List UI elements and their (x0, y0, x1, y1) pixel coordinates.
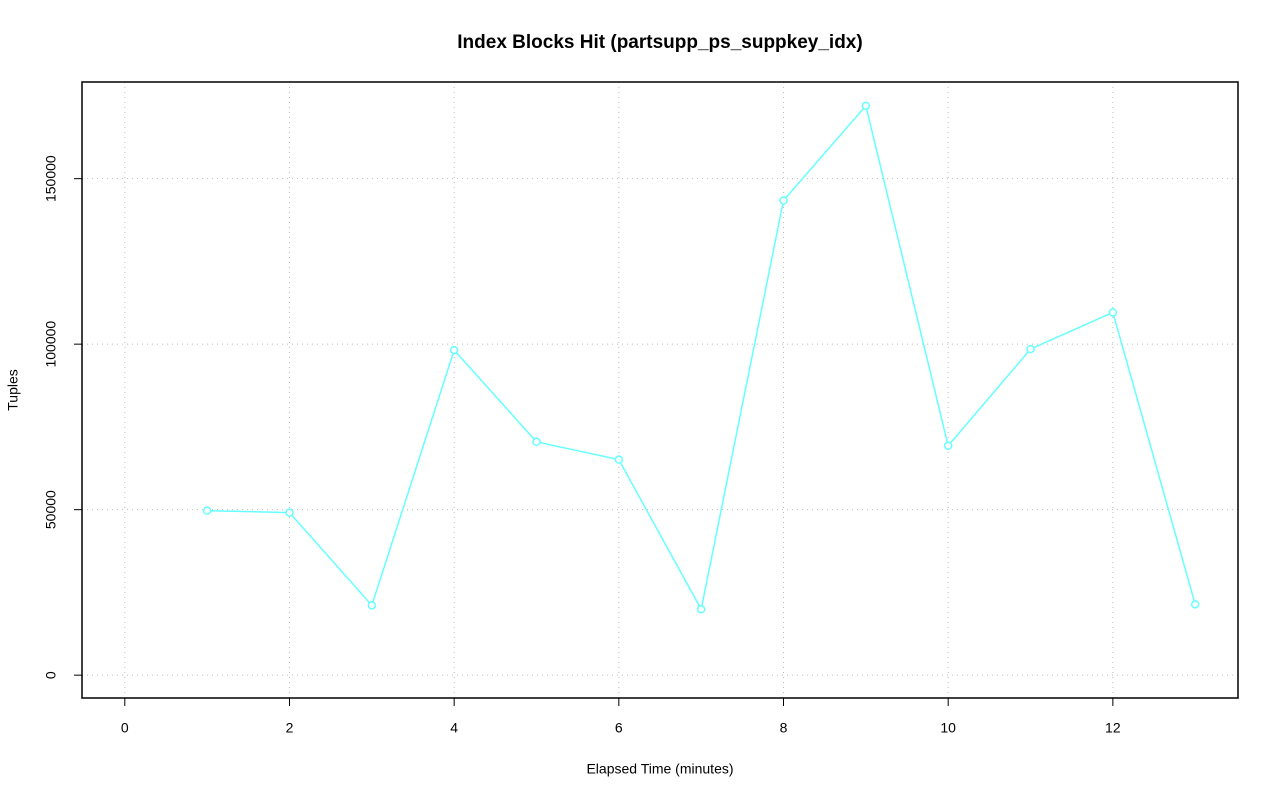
point (202, 506, 212, 515)
point (696, 605, 706, 614)
point (943, 441, 953, 451)
x-tick-label: 12 (1105, 720, 1121, 736)
point (532, 437, 541, 447)
point (1026, 344, 1035, 354)
y-tick-label: 100000 (43, 321, 59, 368)
x-tick-label: 6 (615, 720, 623, 736)
point (779, 196, 788, 205)
point (367, 601, 377, 610)
line (207, 104, 1196, 612)
point (614, 455, 624, 464)
x-axis-label: Elapsed Time (minutes) (586, 761, 733, 777)
x-tick-label: 0 (121, 720, 129, 736)
x-tick-label: 8 (780, 720, 788, 736)
y-axis-label: Tuples (5, 369, 21, 411)
point (449, 345, 459, 355)
point (1108, 308, 1118, 317)
plot-frame (81, 81, 1239, 699)
y-tick-label: 150000 (43, 155, 59, 202)
x-tick-label: 10 (940, 720, 956, 736)
point (285, 508, 294, 517)
y-tick-label: 0 (43, 671, 59, 679)
y-tick-label: 50000 (43, 490, 59, 529)
x-tick-label: 4 (450, 720, 458, 736)
x-tick-label: 2 (286, 720, 294, 736)
chart-title: Index Blocks Hit (partsupp_ps_suppkey_id… (457, 32, 862, 53)
point (861, 101, 871, 111)
point (1190, 600, 1200, 609)
